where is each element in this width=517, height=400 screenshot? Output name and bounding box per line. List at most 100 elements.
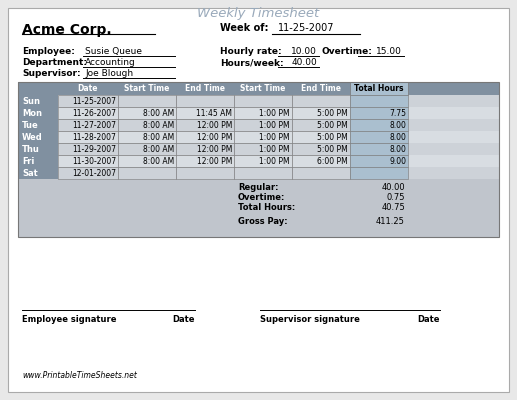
Text: 11-30-2007: 11-30-2007 (72, 156, 116, 166)
Bar (118, 119, 176, 131)
Text: Date: Date (173, 315, 195, 324)
Bar (18, 155, 58, 167)
Bar (118, 95, 176, 107)
Bar (18, 107, 499, 119)
Bar (292, 167, 350, 179)
Text: 11-26-2007: 11-26-2007 (72, 108, 116, 118)
Bar (58, 131, 118, 143)
Text: 6:00 PM: 6:00 PM (317, 156, 348, 166)
Text: 40.75: 40.75 (381, 202, 405, 212)
Text: 8:00 AM: 8:00 AM (143, 144, 174, 154)
Text: Overtime:: Overtime: (238, 192, 285, 202)
Text: 8:00 AM: 8:00 AM (143, 156, 174, 166)
Bar (176, 131, 234, 143)
Text: Start Time: Start Time (240, 84, 286, 93)
Bar (350, 95, 408, 107)
Bar (58, 107, 118, 119)
Bar (18, 107, 58, 119)
Text: Hourly rate:: Hourly rate: (220, 47, 282, 56)
Bar (18, 82, 499, 95)
Bar (18, 82, 499, 237)
Text: 12:00 PM: 12:00 PM (196, 120, 232, 130)
Bar (292, 155, 350, 167)
Text: Week of:: Week of: (220, 23, 268, 33)
Bar (18, 167, 58, 179)
Text: 12-01-2007: 12-01-2007 (72, 168, 116, 178)
Text: Date: Date (418, 315, 440, 324)
Bar (176, 167, 234, 179)
Text: 9.00: 9.00 (389, 156, 406, 166)
Text: Weekly Timesheet: Weekly Timesheet (197, 7, 319, 20)
Text: 1:00 PM: 1:00 PM (260, 144, 290, 154)
Bar (350, 82, 408, 95)
Text: Supervisor signature: Supervisor signature (260, 315, 360, 324)
Bar (18, 95, 499, 107)
Bar (18, 119, 499, 131)
Bar (118, 107, 176, 119)
Bar (292, 119, 350, 131)
Text: Sun: Sun (22, 96, 40, 106)
Text: Total Hours: Total Hours (354, 84, 404, 93)
Bar (350, 143, 408, 155)
Bar (350, 107, 408, 119)
Bar (18, 131, 58, 143)
Text: 40.00: 40.00 (382, 182, 405, 192)
Text: Supervisor:: Supervisor: (22, 69, 81, 78)
Text: 5:00 PM: 5:00 PM (317, 132, 348, 142)
Text: Wed: Wed (22, 132, 43, 142)
Bar (292, 143, 350, 155)
Bar (58, 119, 118, 131)
Bar (18, 131, 499, 143)
Bar (234, 119, 292, 131)
Text: 15.00: 15.00 (376, 47, 402, 56)
Bar (58, 95, 118, 107)
Text: Gross Pay:: Gross Pay: (238, 216, 287, 226)
Bar (350, 155, 408, 167)
Text: Tue: Tue (22, 120, 39, 130)
Bar (18, 155, 499, 167)
Text: Joe Blough: Joe Blough (85, 69, 133, 78)
Text: 8.00: 8.00 (389, 120, 406, 130)
Bar (118, 131, 176, 143)
Text: Hours/week:: Hours/week: (220, 58, 284, 67)
Text: 1:00 PM: 1:00 PM (260, 132, 290, 142)
Bar (18, 95, 58, 107)
Bar (350, 167, 408, 179)
Text: Department:: Department: (22, 58, 87, 67)
Bar (234, 143, 292, 155)
Text: 5:00 PM: 5:00 PM (317, 144, 348, 154)
Bar (18, 143, 58, 155)
Text: 8:00 AM: 8:00 AM (143, 108, 174, 118)
Bar (18, 143, 499, 155)
Text: Mon: Mon (22, 108, 42, 118)
Text: Employee:: Employee: (22, 47, 75, 56)
Text: 7.75: 7.75 (389, 108, 406, 118)
Bar (234, 155, 292, 167)
Text: 8.00: 8.00 (389, 144, 406, 154)
Text: 411.25: 411.25 (376, 216, 405, 226)
Text: Sat: Sat (22, 168, 38, 178)
Text: 1:00 PM: 1:00 PM (260, 120, 290, 130)
Bar (118, 167, 176, 179)
Text: 8.00: 8.00 (389, 132, 406, 142)
Text: 10.00: 10.00 (291, 47, 317, 56)
Bar (176, 119, 234, 131)
Text: Acme Corp.: Acme Corp. (22, 23, 112, 37)
Text: Accounting: Accounting (85, 58, 136, 67)
Text: Thu: Thu (22, 144, 40, 154)
Text: 11:45 AM: 11:45 AM (196, 108, 232, 118)
Text: End Time: End Time (301, 84, 341, 93)
Text: 8:00 AM: 8:00 AM (143, 120, 174, 130)
Bar (234, 131, 292, 143)
Text: End Time: End Time (185, 84, 225, 93)
Bar (18, 119, 58, 131)
Text: 11-25-2007: 11-25-2007 (72, 96, 116, 106)
Bar (176, 107, 234, 119)
Text: 1:00 PM: 1:00 PM (260, 156, 290, 166)
Bar (292, 107, 350, 119)
Bar (350, 119, 408, 131)
Text: Total Hours:: Total Hours: (238, 202, 295, 212)
Bar (118, 155, 176, 167)
Bar (234, 95, 292, 107)
Text: 11-25-2007: 11-25-2007 (278, 23, 334, 33)
